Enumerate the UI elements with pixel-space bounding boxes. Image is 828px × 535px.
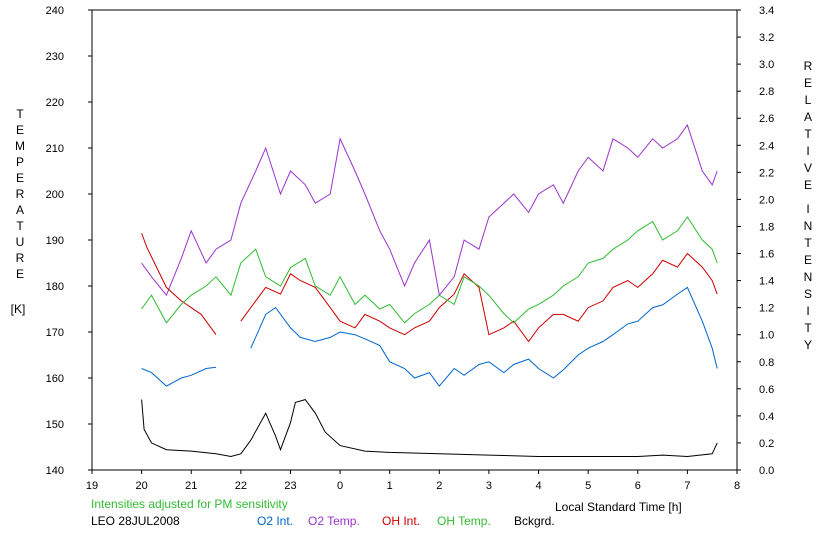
left-label-letter: E — [16, 267, 24, 281]
left-tick-label: 230 — [46, 51, 64, 63]
x-tick-label: 22 — [235, 480, 247, 492]
left-tick-label: 240 — [46, 5, 64, 17]
right-tick-label: 0.0 — [759, 465, 774, 477]
station-date: LEO 28JUL2008 — [91, 514, 180, 528]
right-tick-label: 1.0 — [759, 330, 774, 342]
right-label-letter: R — [804, 59, 813, 73]
legend-oh-temp: OH Temp. — [437, 514, 491, 528]
left-label-letter: M — [15, 139, 25, 153]
plot-frame — [91, 9, 738, 471]
right-tick-label: 0.8 — [759, 357, 774, 369]
left-axis-unit: [K] — [11, 302, 26, 316]
right-label-letter: A — [804, 110, 812, 124]
right-tick-label: 1.4 — [759, 276, 774, 288]
left-label-letter: A — [16, 203, 24, 217]
legend-o2-int: O2 Int. — [257, 514, 293, 528]
left-tick-label: 180 — [46, 281, 64, 293]
left-tick-label: 170 — [46, 327, 64, 339]
left-label-letter: P — [16, 155, 24, 169]
legend-bckgrd: Bckgrd. — [514, 514, 555, 528]
x-tick-label: 21 — [185, 480, 197, 492]
left-label-letter: T — [16, 107, 24, 121]
right-label-letter: T — [804, 321, 812, 335]
right-label-letter: N — [804, 219, 813, 233]
x-tick-label: 0 — [337, 480, 343, 492]
x-tick-label: 6 — [635, 480, 641, 492]
right-label-letter: L — [805, 93, 812, 107]
left-tick-label: 190 — [46, 235, 64, 247]
right-tick-label: 3.0 — [759, 59, 774, 71]
x-tick-label: 19 — [86, 480, 98, 492]
series-line-o2-int — [141, 286, 718, 387]
left-tick-label: 200 — [46, 189, 64, 201]
left-label-letter: R — [16, 187, 25, 201]
left-label-letter: R — [16, 251, 25, 265]
right-tick-label: 2.2 — [759, 167, 774, 179]
left-tick-label: 220 — [46, 97, 64, 109]
right-label-letter: E — [804, 178, 812, 192]
right-tick-label: 3.4 — [759, 5, 774, 17]
legend-o2-temp: O2 Temp. — [308, 514, 360, 528]
x-axis-ticks: 19 20 21 22 23 0 1 2 3 4 5 6 7 8 — [86, 470, 740, 492]
right-label-letter: V — [804, 161, 812, 175]
left-label-letter: E — [16, 123, 24, 137]
x-tick-label: 7 — [684, 480, 690, 492]
x-tick-label: 5 — [585, 480, 591, 492]
right-tick-label: 1.8 — [759, 221, 774, 233]
right-label-letter: I — [806, 144, 809, 158]
right-tick-label: 2.4 — [759, 140, 774, 152]
left-label-letter: U — [16, 235, 25, 249]
right-axis-ticks: 0.0 0.2 0.4 0.6 0.8 1.0 1.2 1.4 1.6 1.8 2.0 2.2 2.4 2… — [737, 5, 774, 477]
right-tick-label: 3.2 — [759, 32, 774, 44]
x-tick-label: 4 — [535, 480, 541, 492]
right-tick-label: 1.6 — [759, 249, 774, 261]
right-label-letter: T — [804, 127, 812, 141]
legend-oh-int: OH Int. — [382, 514, 420, 528]
series-line-oh-int — [141, 233, 718, 343]
left-axis-ticks: 140 150 160 170 180 190 200 210 220 230 240 — [46, 5, 92, 477]
right-tick-label: 2.0 — [759, 194, 774, 206]
right-tick-label: 1.2 — [759, 303, 774, 315]
x-axis-label: Local Standard Time [h] — [555, 500, 682, 514]
left-label-letter: T — [16, 219, 24, 233]
x-tick-label: 3 — [486, 480, 492, 492]
right-label-letter: T — [804, 236, 812, 250]
series-layer — [141, 123, 718, 458]
left-tick-label: 150 — [46, 419, 64, 431]
left-tick-label: 160 — [46, 373, 64, 385]
right-tick-label: 0.6 — [759, 384, 774, 396]
series-line-oh-temp — [141, 216, 718, 324]
right-label-letter: Y — [804, 338, 812, 352]
x-tick-label: 1 — [387, 480, 393, 492]
right-tick-label: 0.4 — [759, 411, 774, 423]
right-tick-label: 2.6 — [759, 113, 774, 125]
right-tick-label: 0.2 — [759, 438, 774, 450]
left-label-letter: E — [16, 171, 24, 185]
sensitivity-note: Intensities adjusted for PM sensitivity — [91, 497, 288, 511]
left-tick-label: 140 — [46, 465, 64, 477]
x-tick-label: 8 — [734, 480, 740, 492]
right-label-letter: E — [804, 76, 812, 90]
right-label-letter: I — [806, 304, 809, 318]
right-label-letter: I — [806, 202, 809, 216]
right-label-letter: S — [804, 287, 812, 301]
right-tick-label: 2.8 — [759, 86, 774, 98]
x-tick-label: 23 — [284, 480, 296, 492]
right-label-letter: E — [804, 253, 812, 267]
x-tick-label: 2 — [436, 480, 442, 492]
series-line-bckgrd — [141, 399, 718, 458]
right-label-letter: N — [804, 270, 813, 284]
series-line-o2-temp — [141, 123, 718, 297]
left-tick-label: 210 — [46, 143, 64, 155]
x-tick-label: 20 — [135, 480, 147, 492]
